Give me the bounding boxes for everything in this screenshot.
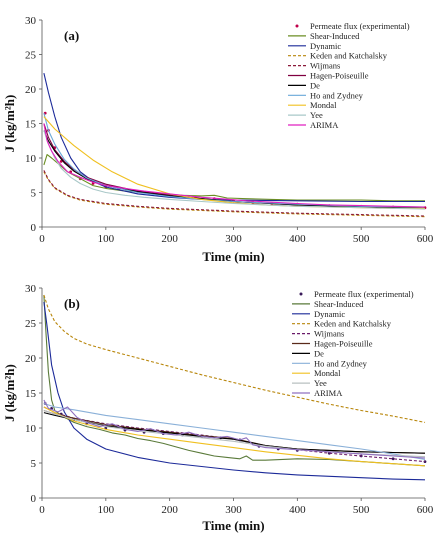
x-tick-label: 200 — [161, 233, 178, 245]
legend-entry: Mondal — [314, 368, 341, 378]
legend-entry: Yee — [310, 110, 323, 120]
y-tick-label: 0 — [31, 222, 37, 234]
legend-entry: Permeate flux (experimental) — [314, 289, 414, 299]
series-arima-line — [43, 123, 426, 208]
series-arima-line — [43, 399, 426, 459]
x-tick-label: 0 — [39, 504, 45, 516]
series-dynamic-line — [43, 301, 426, 481]
x-tick-label: 200 — [161, 504, 178, 516]
legend-entry: ARIMA — [314, 388, 343, 398]
panel-label: (a) — [64, 28, 79, 43]
legend-entry: Mondal — [310, 100, 337, 110]
y-tick-label: 15 — [25, 119, 37, 131]
legend-entry: Hagen-Poiseuille — [310, 71, 369, 81]
series-ho-and-zydney-line — [43, 402, 426, 461]
y-tick-label: 30 — [25, 15, 37, 27]
y-tick-label: 10 — [25, 423, 37, 435]
series-ho-and-zydney-line — [43, 112, 426, 208]
x-axis-label: Time (min) — [202, 518, 264, 533]
series-mondal-line — [43, 116, 425, 209]
x-tick-label: 600 — [417, 504, 434, 516]
legend-entry: Shear-Induced — [310, 31, 360, 41]
y-axis-label: J (kg/m²h) — [2, 95, 17, 153]
series-keden-and-katchalsky-line — [43, 171, 426, 218]
series-permeate-flux-experimental — [43, 111, 427, 210]
y-tick-label: 30 — [25, 283, 37, 295]
y-tick-label: 25 — [25, 50, 37, 62]
x-tick-label: 400 — [289, 233, 306, 245]
legend-entry: Yee — [314, 378, 327, 388]
series-dynamic-line — [43, 72, 425, 203]
legend-entry: Keden and Katchalsky — [310, 51, 388, 61]
x-tick-label: 500 — [353, 504, 370, 516]
y-tick-label: 5 — [31, 458, 37, 470]
x-tick-label: 500 — [353, 233, 370, 245]
legend-entry: Wijmans — [310, 61, 340, 71]
legend: Permeate flux (experimental)Shear-Induce… — [288, 21, 410, 130]
series-wijmans-line — [43, 170, 426, 217]
y-tick-label: 15 — [25, 388, 37, 400]
series-wijmans-line — [43, 406, 426, 463]
panel-label: (b) — [64, 296, 80, 311]
legend-entry: Permeate flux (experimental) — [310, 21, 410, 31]
legend-entry: Hagen-Poiseuille — [314, 339, 373, 349]
series-hagen-poiseuille-line — [43, 123, 426, 209]
series-yee-line — [43, 130, 426, 210]
y-axis-label: J (kg/m²h) — [2, 364, 17, 422]
series-keden-and-katchalsky-line — [43, 294, 426, 423]
y-tick-label: 10 — [25, 153, 37, 165]
x-axis-label: Time (min) — [202, 249, 264, 264]
legend-marker — [299, 292, 303, 296]
x-tick-label: 100 — [98, 233, 115, 245]
legend-entry: De — [310, 80, 320, 90]
series-de-line — [43, 130, 426, 209]
y-tick-label: 25 — [25, 318, 37, 330]
legend: Permeate flux (experimental)Shear-Induce… — [292, 289, 414, 398]
legend-entry: Shear-Induced — [314, 299, 364, 309]
legend-entry: De — [314, 348, 324, 358]
data-point — [391, 457, 395, 461]
x-tick-label: 400 — [289, 504, 306, 516]
x-tick-label: 600 — [417, 233, 434, 245]
x-tick-label: 0 — [39, 233, 45, 245]
legend-entry: Keden and Katchalsky — [314, 319, 392, 329]
y-tick-label: 5 — [31, 188, 37, 200]
legend-entry: Ho and Zydney — [314, 358, 368, 368]
legend-entry: Ho and Zydney — [310, 90, 364, 100]
series-mondal-line — [43, 406, 426, 467]
y-tick-label: 20 — [25, 84, 37, 96]
legend-entry: Wijmans — [314, 329, 344, 339]
legend-entry: Dynamic — [314, 309, 345, 319]
legend-entry: ARIMA — [310, 120, 339, 130]
y-tick-label: 0 — [31, 493, 37, 505]
series-shear-induced-line — [43, 154, 425, 202]
x-tick-label: 300 — [225, 233, 242, 245]
x-tick-label: 300 — [225, 504, 242, 516]
legend-entry: Dynamic — [310, 41, 341, 51]
y-tick-label: 20 — [25, 353, 37, 365]
x-tick-label: 100 — [98, 504, 115, 516]
legend-marker — [295, 24, 299, 28]
